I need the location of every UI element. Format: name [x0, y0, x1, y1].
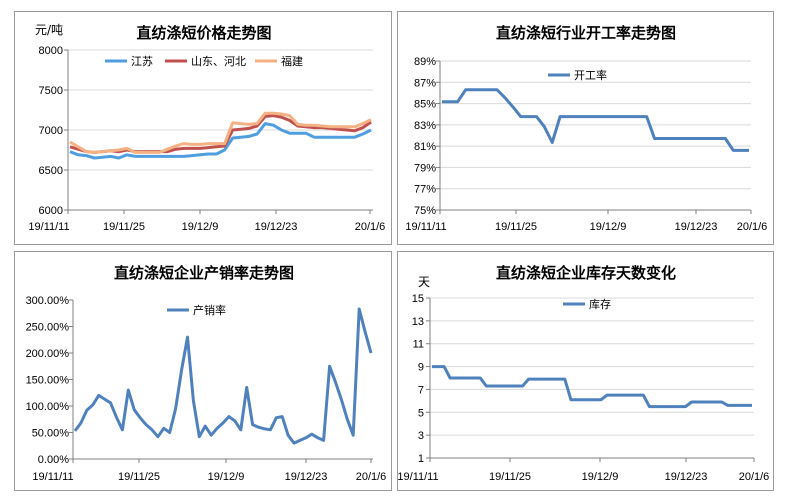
chart-panel-operating-rate: 直纺涤短行业开工率走势图 75% 77% 79% 81% 83% 85% 87% 89% 19/1… [397, 11, 774, 245]
y-tick-label: 200.00% [26, 348, 70, 360]
y-tick-label: 11 [413, 339, 424, 351]
y-tick-label: 9 [418, 362, 424, 374]
y-axis-unit: 天 [418, 275, 430, 289]
x-tick-label: 20/1/6 [355, 221, 386, 233]
y-tick-label: 6500 [39, 165, 63, 177]
y-tick-label: 7 [418, 384, 424, 396]
chart-title: 直纺涤短价格走势图 [136, 24, 271, 42]
x-tick-label: 19/12/9 [582, 471, 619, 483]
legend-label: 开工率 [574, 68, 607, 82]
series-line [442, 88, 749, 152]
legend-label: 江苏 [131, 55, 153, 68]
legend-label: 山东、河北 [191, 55, 246, 68]
x-tick-label: 19/12/9 [182, 221, 219, 233]
y-tick-label: 0.00% [38, 454, 69, 466]
x-tick-label: 19/11/11 [28, 221, 69, 233]
y-tick-label: 81% [414, 141, 436, 153]
chart-panel-sales-ratio: 直纺涤短企业产销率走势图 0.00% 50.00% 100.00% 150.00% 200… [14, 251, 392, 491]
legend-label: 库存 [589, 297, 611, 311]
y-tick-label: 89% [414, 56, 436, 68]
y-tick-label: 7500 [39, 85, 63, 97]
series-line [69, 111, 372, 154]
chart-panel-price: 直纺涤短价格走势图 元/吨 6000 6500 7000 7500 8000 19/11/11… [14, 11, 392, 245]
x-tick-label: 19/11/11 [398, 471, 439, 483]
y-tick-label: 6000 [39, 205, 63, 217]
y-tick-label: 250.00% [26, 322, 70, 334]
y-tick-label: 15 [412, 293, 424, 305]
y-tick-label: 8000 [39, 45, 63, 57]
y-tick-label: 77% [414, 184, 436, 196]
chart-title: 直纺涤短行业开工率走势图 [496, 24, 676, 42]
y-tick-label: 87% [414, 77, 436, 89]
x-tick-label: 19/11/25 [495, 221, 537, 233]
y-tick-label: 85% [414, 99, 436, 111]
y-tick-label: 100.00% [26, 401, 70, 413]
series-line [432, 365, 752, 409]
y-tick-label: 13 [412, 316, 424, 328]
y-tick-label: 79% [414, 162, 436, 174]
x-tick-label: 19/12/9 [590, 221, 627, 233]
x-tick-label: 19/11/25 [103, 221, 145, 233]
y-tick-label: 3 [418, 430, 424, 442]
chart-title: 直纺涤短企业库存天数变化 [496, 264, 676, 282]
y-tick-label: 50.00% [32, 428, 70, 440]
x-tick-label: 20/1/6 [356, 471, 387, 483]
legend-label: 产销率 [193, 303, 226, 317]
series-line [69, 122, 372, 160]
chart-panel-inventory-days: 直纺涤短企业库存天数变化天 1 3 5 7 9 11 13 15 19/11/11 19/11/25… [397, 251, 774, 491]
y-tick-label: 83% [414, 120, 436, 132]
y-tick-label: 300.00% [26, 295, 70, 307]
x-tick-label: 19/11/25 [489, 471, 531, 483]
x-tick-label: 20/1/6 [737, 221, 768, 233]
series-line [73, 307, 373, 445]
sales-ratio-chart-svg: 直纺涤短企业产销率走势图 0.00% 50.00% 100.00% 150.00% 200… [26, 264, 387, 483]
y-tick-label: 150.00% [26, 375, 70, 387]
y-axis-unit: 元/吨 [35, 23, 63, 37]
x-tick-label: 19/12/23 [665, 471, 708, 483]
x-tick-label: 19/12/23 [285, 471, 328, 483]
chart-title: 直纺涤短企业产销率走势图 [114, 264, 294, 282]
y-tick-label: 1 [418, 453, 424, 465]
x-tick-label: 19/11/11 [405, 221, 446, 233]
x-tick-label: 19/12/23 [255, 221, 298, 233]
y-tick-label: 7000 [39, 125, 63, 137]
operating-rate-chart-svg: 直纺涤短行业开工率走势图 75% 77% 79% 81% 83% 85% 87% 89% 19/1… [405, 24, 768, 233]
x-tick-label: 19/11/25 [118, 471, 160, 483]
y-tick-label: 5 [418, 407, 424, 419]
y-tick-label: 75% [414, 205, 436, 217]
x-tick-label: 20/1/6 [739, 471, 770, 483]
x-tick-label: 19/12/9 [208, 471, 245, 483]
price-chart-svg: 直纺涤短价格走势图 元/吨 6000 6500 7000 7500 8000 19/11/11… [28, 23, 386, 233]
legend-label: 福建 [281, 54, 303, 68]
x-tick-label: 19/12/23 [675, 221, 718, 233]
x-tick-label: 19/11/11 [32, 471, 73, 483]
series-line [69, 114, 372, 154]
